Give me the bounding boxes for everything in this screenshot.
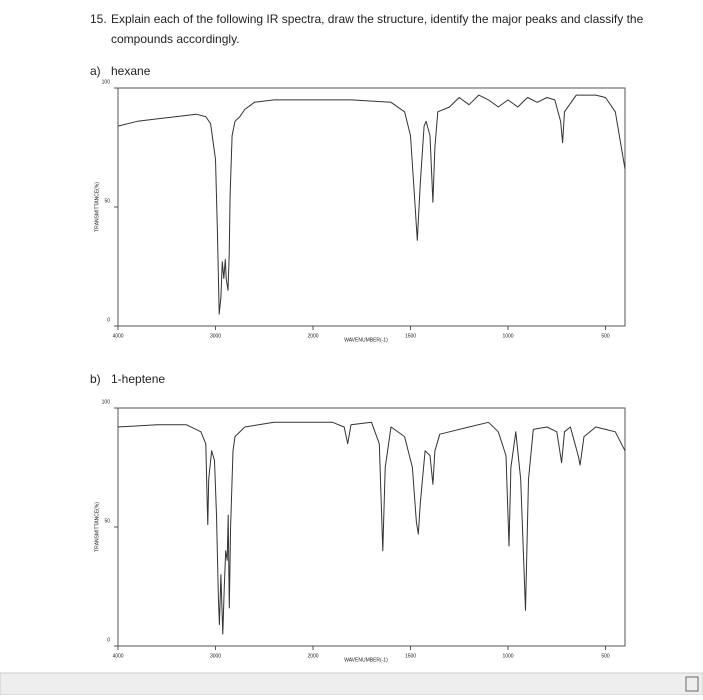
chart-title: 1-heptene bbox=[111, 372, 165, 386]
spectrum-line bbox=[117, 94, 626, 315]
x-tick-label: 500 bbox=[601, 653, 610, 659]
x-tick-label: 500 bbox=[601, 333, 610, 339]
x-tick-label: 4000 bbox=[112, 653, 123, 659]
x-tick-label: 2000 bbox=[307, 653, 318, 659]
plot-frame bbox=[117, 87, 626, 327]
x-tick-label: 1000 bbox=[502, 653, 513, 659]
y-tick-label: 0 bbox=[107, 637, 110, 643]
question-text: Explain each of the following IR spectra… bbox=[111, 12, 644, 26]
status-bar bbox=[0, 672, 703, 696]
x-tick-label: 1500 bbox=[405, 333, 416, 339]
x-tick-label: 3000 bbox=[210, 333, 221, 339]
y-axis-label: TRANSMITTANCE(%) bbox=[94, 502, 100, 552]
spectrum-line bbox=[117, 421, 626, 635]
y-axis-label: TRANSMITTANCE(%) bbox=[94, 182, 100, 232]
y-tick-label: 50 bbox=[104, 518, 110, 524]
x-tick-label: 3000 bbox=[210, 653, 221, 659]
question-text: compounds accordingly. bbox=[111, 32, 240, 46]
x-axis-label: WAVENUMBER(-1) bbox=[344, 337, 388, 343]
y-tick-label: 100 bbox=[102, 79, 111, 85]
x-tick-label: 2000 bbox=[307, 333, 318, 339]
chart-title: hexane bbox=[111, 64, 151, 78]
question-number: 15. bbox=[90, 12, 107, 26]
y-tick-label: 0 bbox=[107, 317, 110, 323]
x-tick-label: 1000 bbox=[502, 333, 513, 339]
y-tick-label: 50 bbox=[104, 198, 110, 204]
plot-frame bbox=[117, 407, 626, 647]
part-label: a) bbox=[90, 64, 101, 78]
x-tick-label: 1500 bbox=[405, 653, 416, 659]
x-axis-label: WAVENUMBER(-1) bbox=[344, 657, 388, 663]
x-tick-label: 4000 bbox=[112, 333, 123, 339]
y-tick-label: 100 bbox=[102, 399, 111, 405]
page-icon[interactable] bbox=[685, 676, 699, 692]
part-label: b) bbox=[90, 372, 101, 386]
